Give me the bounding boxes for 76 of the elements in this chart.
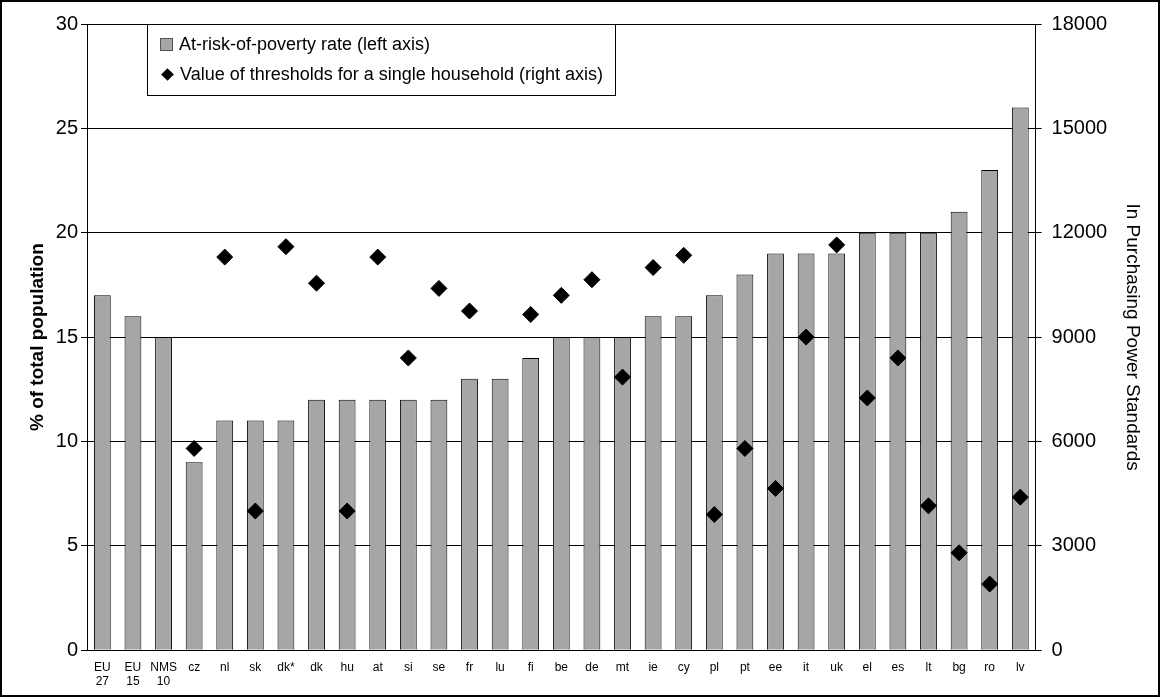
x-tick-label: nl — [220, 659, 230, 674]
point — [644, 259, 662, 277]
point — [246, 502, 264, 520]
y-tick-label: 5 — [66, 533, 79, 556]
x-tick-label: at — [372, 659, 384, 674]
y2-tick-label: 15000 — [1051, 115, 1108, 138]
point — [552, 286, 570, 304]
x-tick-label: el — [862, 659, 872, 674]
point — [308, 274, 326, 292]
x-tick-label: lu — [495, 659, 505, 674]
y2-axis-title: In Purchasing Power Standards — [1123, 203, 1145, 471]
point — [919, 497, 937, 515]
point — [430, 279, 448, 297]
point — [1011, 488, 1029, 506]
point — [277, 238, 295, 256]
y2-tick-label: 3000 — [1051, 533, 1097, 556]
x-tick-label: ro — [984, 659, 996, 674]
x-tick-label: uk — [830, 659, 845, 674]
legend-label: At-risk-of-poverty rate (left axis) — [179, 33, 431, 55]
x-tick-label: lt — [925, 659, 933, 674]
x-tick-label: ie — [648, 659, 659, 674]
point — [858, 389, 876, 407]
point — [675, 246, 693, 264]
legend-label: Value of thresholds for a single household (right axis) — [180, 63, 603, 85]
point — [797, 328, 815, 346]
point — [216, 248, 234, 266]
point — [614, 368, 632, 386]
x-tick-label: fr — [465, 659, 474, 674]
x-tick-label: es — [891, 659, 905, 674]
y-tick-label: 15 — [55, 324, 79, 347]
x-tick-label: pl — [709, 659, 719, 674]
point — [399, 349, 417, 367]
y-tick-label: 25 — [55, 115, 79, 138]
y-tick-label: 20 — [55, 220, 79, 243]
x-tick-label: se — [432, 659, 446, 674]
x-tick-label: be — [554, 659, 569, 674]
x-tick-label: dk* — [277, 659, 295, 674]
point — [736, 439, 754, 457]
x-tick-label: pt — [739, 659, 751, 674]
x-tick-label: hu — [340, 659, 354, 674]
y-tick-label: 10 — [55, 428, 79, 451]
x-tick-label: fi — [527, 659, 534, 674]
x-tick-label: EU 27 — [94, 659, 111, 689]
y-tick-label: 30 — [55, 11, 79, 34]
point — [981, 575, 999, 593]
x-tick-label: EU 15 — [124, 659, 142, 689]
x-tick-label: si — [403, 659, 413, 674]
point — [461, 302, 479, 320]
x-tick-label: cy — [677, 659, 690, 674]
x-tick-label: de — [585, 659, 599, 674]
x-tick-label: sk — [249, 659, 263, 674]
y2-tick-label: 6000 — [1051, 428, 1097, 451]
point — [705, 506, 723, 524]
y2-tick-label: 18000 — [1051, 11, 1108, 34]
x-tick-label: NMS 10 — [150, 659, 177, 689]
y2-tick-label: 12000 — [1051, 220, 1108, 243]
y-axis-title: % of total population — [25, 243, 47, 432]
x-tick-label: mt — [615, 659, 630, 674]
point — [185, 439, 203, 457]
x-tick-label: it — [803, 659, 810, 674]
y-tick-label: 0 — [66, 637, 79, 660]
point — [828, 236, 846, 254]
x-tick-label: lv — [1015, 659, 1025, 674]
x-tick-label: bg — [952, 659, 966, 674]
point — [950, 544, 968, 562]
point — [583, 271, 601, 289]
point — [522, 305, 540, 323]
x-tick-label: ee — [768, 659, 783, 674]
point — [369, 248, 387, 266]
point — [889, 349, 907, 367]
point — [338, 502, 356, 520]
y2-tick-label: 9000 — [1051, 324, 1097, 347]
y2-tick-label: 0 — [1051, 637, 1063, 660]
x-tick-label: dk — [310, 659, 324, 674]
point — [767, 479, 784, 497]
x-tick-label: cz — [188, 659, 201, 674]
